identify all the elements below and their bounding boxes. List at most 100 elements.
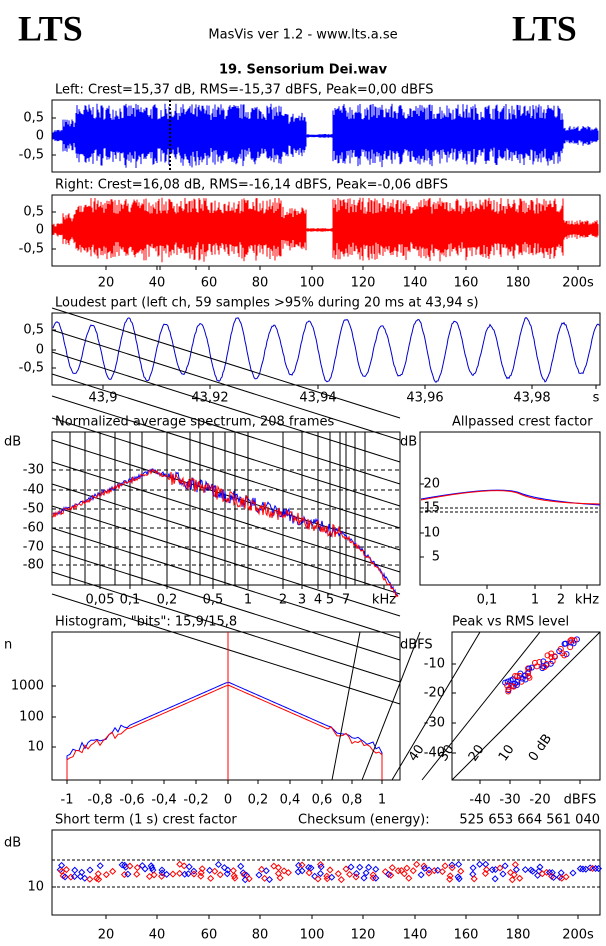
diagonal bbox=[361, 631, 421, 781]
x-tick-label: 60 bbox=[201, 928, 218, 943]
scatter-point bbox=[561, 652, 568, 659]
x-tick-label: 0,05 bbox=[86, 593, 115, 608]
crest-point bbox=[206, 866, 214, 874]
x-tick-label: 2 bbox=[279, 593, 287, 608]
crest-point bbox=[346, 870, 354, 878]
crest-point bbox=[569, 869, 577, 877]
crest-point bbox=[387, 871, 395, 879]
crest-point bbox=[216, 871, 224, 879]
crest-point bbox=[481, 869, 490, 878]
scatter-point bbox=[551, 653, 558, 660]
crest-point bbox=[305, 869, 313, 877]
crest-point bbox=[180, 862, 188, 870]
crest-point bbox=[95, 875, 103, 883]
x-tick-label: 100 bbox=[300, 276, 325, 291]
y-axis-label: n bbox=[4, 638, 12, 653]
y-tick-label: -30 bbox=[23, 463, 44, 478]
y-tick-label: 0,5 bbox=[23, 323, 44, 338]
crest-point bbox=[529, 867, 537, 875]
crest-point bbox=[150, 871, 158, 879]
crest-point bbox=[109, 867, 117, 875]
y-tick-label: 0 bbox=[36, 223, 44, 238]
crest-curve bbox=[420, 489, 601, 506]
y-tick-label: 5 bbox=[432, 550, 440, 565]
grid-line bbox=[51, 351, 401, 463]
y-tick-label: 0 bbox=[36, 343, 44, 358]
y-tick-label: 0,5 bbox=[23, 111, 44, 126]
x-tick-label: -1 bbox=[61, 793, 74, 808]
crest-point bbox=[316, 870, 324, 878]
x-tick-label: 180 bbox=[506, 928, 531, 943]
x-tick-label: 43,94 bbox=[299, 391, 336, 406]
crest-point bbox=[469, 864, 477, 872]
histogram bbox=[66, 684, 383, 780]
crest-point bbox=[511, 861, 519, 869]
x-tick-label: 43,98 bbox=[513, 391, 550, 406]
x-tick-label: 43,92 bbox=[191, 391, 228, 406]
y-tick-label: -0,5 bbox=[19, 148, 44, 163]
crest-point bbox=[262, 867, 270, 875]
x-tick-label: 160 bbox=[454, 276, 479, 291]
app-title: MasVis ver 1.2 - www.lts.a.se bbox=[208, 28, 397, 43]
grid-line bbox=[51, 329, 401, 441]
x-tick-label: 5 bbox=[326, 593, 334, 608]
crest-point bbox=[508, 876, 516, 884]
crest-point bbox=[102, 871, 110, 879]
crest-point bbox=[372, 874, 380, 882]
y-tick-label: -80 bbox=[23, 558, 44, 573]
scatter-point bbox=[548, 654, 555, 661]
crest-point bbox=[62, 866, 70, 874]
crest-point bbox=[457, 867, 465, 875]
crest-point bbox=[158, 872, 166, 880]
y-tick-label: 0,5 bbox=[23, 205, 44, 220]
waveform bbox=[52, 103, 599, 169]
x-tick-label: 140 bbox=[403, 276, 428, 291]
crest-point bbox=[388, 864, 396, 872]
crest-point bbox=[501, 862, 509, 870]
y-tick-label: -40 bbox=[424, 746, 445, 761]
crest-point bbox=[96, 862, 104, 870]
y-tick-label: 0 bbox=[36, 129, 44, 144]
panel-title: Normalized average spectrum, 208 frames bbox=[55, 415, 334, 430]
crest-point bbox=[71, 866, 79, 874]
y-axis-label: dB bbox=[400, 435, 417, 450]
crest-point bbox=[337, 876, 345, 884]
x-tick-label: 2 bbox=[557, 593, 565, 608]
grid-line bbox=[51, 373, 401, 485]
crest-point bbox=[211, 867, 219, 875]
crest-point bbox=[334, 870, 342, 878]
crest-point bbox=[133, 870, 141, 878]
x-tick-label: 180 bbox=[506, 276, 531, 291]
crest-point bbox=[438, 868, 446, 876]
scatter-point bbox=[525, 668, 532, 675]
x-tick-label: s bbox=[593, 391, 600, 406]
scatter-point bbox=[541, 664, 548, 671]
crest-point bbox=[298, 867, 306, 875]
scatter-point bbox=[510, 683, 517, 690]
x-tick-label: 1 bbox=[378, 793, 386, 808]
crest-point bbox=[328, 873, 336, 881]
panel-title: Peak vs RMS level bbox=[452, 615, 569, 630]
crest-point bbox=[448, 864, 456, 872]
crest-point bbox=[70, 872, 79, 881]
crest-point bbox=[365, 863, 373, 871]
crest-point bbox=[284, 869, 292, 877]
x-tick-label: 100 bbox=[300, 928, 325, 943]
x-tick-label: dBFS bbox=[564, 793, 597, 808]
y-axis-label: dB bbox=[4, 435, 21, 450]
panel-title: Left: Crest=15,37 dB, RMS=-15,37 dBFS, P… bbox=[55, 83, 434, 98]
y-tick-label: -60 bbox=[23, 521, 44, 536]
crest-point bbox=[317, 863, 325, 871]
crest-point bbox=[261, 874, 269, 882]
y-axis-label: dBFS bbox=[400, 638, 433, 653]
x-tick-label: 80 bbox=[252, 928, 269, 943]
crest-point bbox=[455, 875, 463, 883]
x-tick-label: kHz bbox=[575, 593, 599, 608]
y-tick-label: 100 bbox=[19, 710, 44, 725]
y-tick-label: -20 bbox=[424, 686, 445, 701]
scatter-point bbox=[526, 665, 533, 672]
x-tick-label: 0,2 bbox=[157, 593, 178, 608]
x-tick-label: 140 bbox=[403, 928, 428, 943]
crest-point bbox=[265, 876, 273, 884]
